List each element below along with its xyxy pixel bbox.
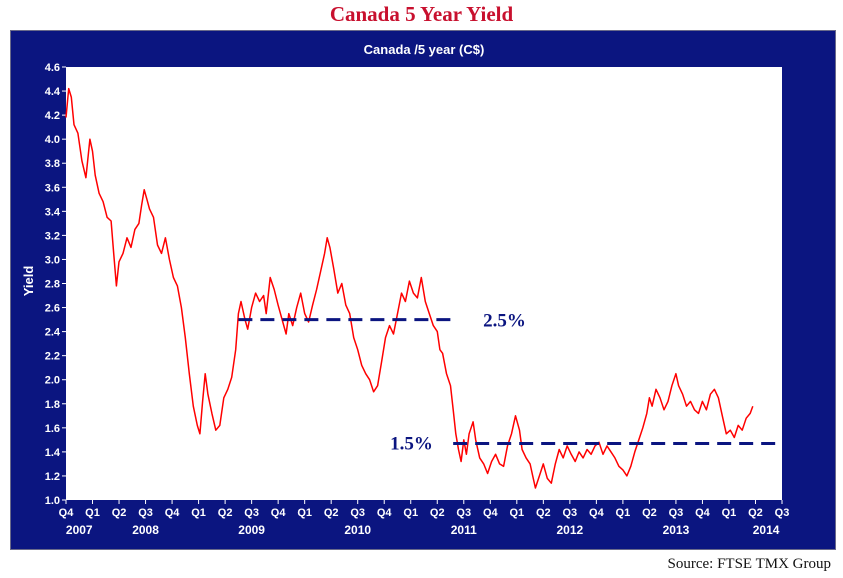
y-tick-label: 1.2 <box>45 471 60 483</box>
x-tick-label: Q3 <box>244 507 259 519</box>
y-tick-label: 2.6 <box>45 303 60 315</box>
x-tick-label: Q3 <box>669 507 684 519</box>
x-tick-label: Q2 <box>430 507 445 519</box>
y-axis-ticks: 1.0 1.2 1.4 1.6 1.8 2.0 2.2 2.4 2.6 2.8 3.0 3.2 3.4 3… <box>45 62 66 507</box>
level-lines: 2.5% 1.5% <box>238 311 780 454</box>
x-tick-label: Q2 <box>218 507 233 519</box>
year-label: 2009 <box>238 523 265 537</box>
chart-panel: Canada /5 year (C$) Yield 1.0 1.2 1.4 1.6 1.… <box>10 30 836 550</box>
chart-title: Canada /5 year (C$) <box>364 42 485 57</box>
y-tick-label: 3.4 <box>45 206 61 218</box>
x-tick-label: Q4 <box>271 507 287 519</box>
y-tick-label: 2.0 <box>45 375 60 387</box>
x-tick-label: Q1 <box>722 507 737 519</box>
x-tick-label: Q1 <box>403 507 418 519</box>
y-tick-label: 2.2 <box>45 351 60 363</box>
yield-series-line <box>65 87 754 489</box>
x-tick-label: Q1 <box>616 507 631 519</box>
y-tick-label: 1.8 <box>45 399 60 411</box>
y-tick-label: 3.0 <box>45 254 60 266</box>
x-tick-label: Q3 <box>456 507 471 519</box>
x-tick-label: Q3 <box>138 507 153 519</box>
x-tick-label: Q4 <box>695 507 711 519</box>
x-tick-label: Q3 <box>350 507 365 519</box>
x-tick-label: Q1 <box>191 507 206 519</box>
plot-area <box>66 67 782 500</box>
level-label: 1.5% <box>390 433 433 454</box>
x-tick-label: Q2 <box>748 507 763 519</box>
year-label: 2008 <box>132 523 159 537</box>
y-tick-label: 1.0 <box>45 495 60 507</box>
x-tick-label: Q4 <box>165 507 181 519</box>
x-tick-label: Q2 <box>324 507 339 519</box>
y-axis-label: Yield <box>21 266 36 297</box>
x-tick-label: Q3 <box>775 507 790 519</box>
x-tick-label: Q2 <box>642 507 657 519</box>
y-tick-label: 4.4 <box>45 86 61 98</box>
source-note: Source: FTSE TMX Group <box>667 556 831 572</box>
y-tick-label: 1.6 <box>45 423 60 435</box>
y-tick-label: 4.0 <box>45 134 60 146</box>
year-label: 2010 <box>344 523 371 537</box>
year-label: 2012 <box>557 523 584 537</box>
x-tick-label: Q4 <box>589 507 605 519</box>
y-tick-label: 1.4 <box>45 447 61 459</box>
x-axis-ticks: Q4 Q1 Q2 Q3 Q4 Q1 Q2 Q3 Q4 Q1 Q2 Q3 Q4 Q1 Q2 Q3 Q4 Q1 Q2 Q3… <box>59 500 790 537</box>
y-tick-label: 4.2 <box>45 110 60 122</box>
series-group <box>65 87 754 489</box>
x-tick-label: Q2 <box>536 507 551 519</box>
x-tick-label: Q4 <box>59 507 75 519</box>
y-tick-label: 2.4 <box>45 327 61 339</box>
x-tick-label: Q3 <box>563 507 578 519</box>
year-label: 2014 <box>753 523 780 537</box>
year-label: 2013 <box>663 523 690 537</box>
x-tick-label: Q1 <box>509 507 524 519</box>
page-title: Canada 5 Year Yield <box>329 2 514 26</box>
level-label: 2.5% <box>483 311 526 332</box>
y-tick-label: 3.2 <box>45 230 60 242</box>
year-label: 2007 <box>66 523 93 537</box>
x-tick-label: Q4 <box>483 507 499 519</box>
y-tick-label: 3.6 <box>45 182 60 194</box>
x-tick-label: Q1 <box>85 507 100 519</box>
yield-line-chart: Canada /5 year (C$) Yield 1.01.21.41.61.… <box>21 42 790 537</box>
year-label: 2011 <box>451 523 477 537</box>
y-tick-label: 3.8 <box>45 158 60 170</box>
x-tick-label: Q1 <box>297 507 312 519</box>
x-tick-label: Q2 <box>112 507 127 519</box>
y-tick-label: 4.6 <box>45 62 60 74</box>
x-tick-label: Q4 <box>377 507 393 519</box>
y-tick-label: 2.8 <box>45 279 60 291</box>
